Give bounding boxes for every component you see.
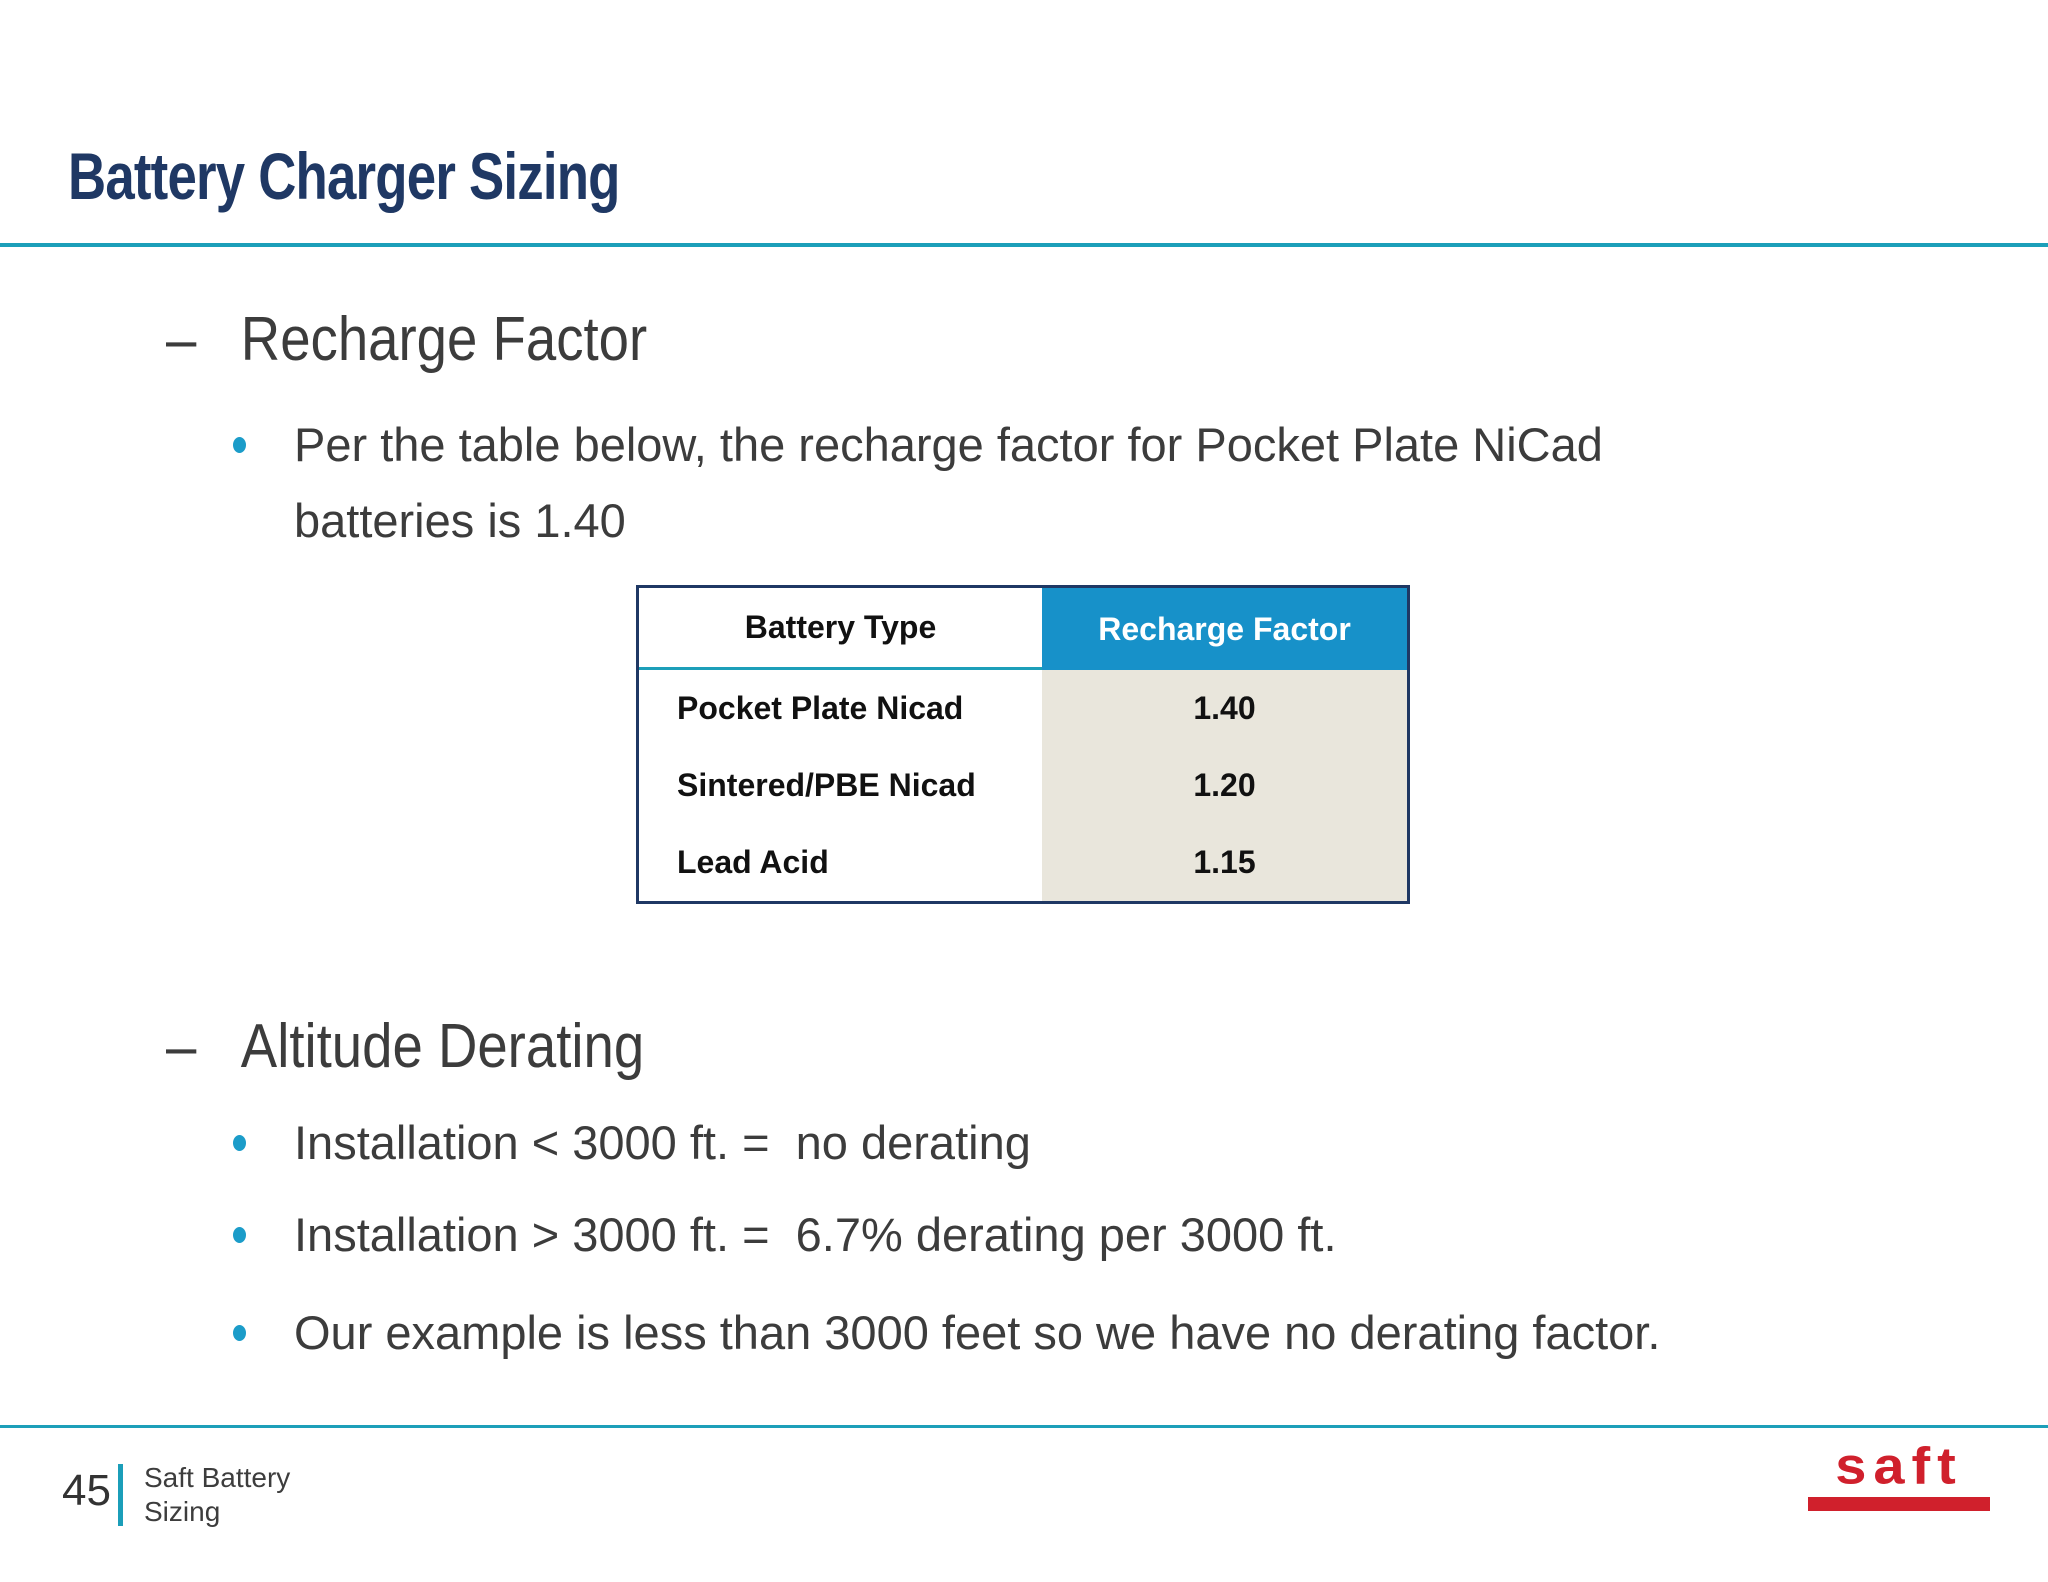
dash-bullet: – xyxy=(166,1012,197,1081)
table-row-cell-factor: 1.20 xyxy=(1042,747,1407,824)
footer-label-line2: Sizing xyxy=(144,1496,221,1527)
bullet-dot-icon xyxy=(233,1227,246,1243)
saft-logo: saft xyxy=(1808,1436,1990,1511)
recharge-factor-value: 1.40 xyxy=(1193,690,1256,726)
page-number: 45 xyxy=(62,1466,111,1515)
table-header-battery-type: Battery Type xyxy=(639,588,1042,670)
section-heading-label: Altitude Derating xyxy=(240,1012,645,1081)
battery-type-value: Lead Acid xyxy=(677,844,829,880)
bullet-text: Per the table below, the recharge factor… xyxy=(294,418,1616,547)
table-row-cell-type: Sintered/PBE Nicad xyxy=(639,747,1042,824)
table-header-label: Battery Type xyxy=(744,609,937,645)
section-heading-label: Recharge Factor xyxy=(240,305,648,374)
bullet-installation-under-3000: Installation < 3000 ft. = no derating xyxy=(233,1105,1031,1181)
table-header-label: Recharge Factor xyxy=(1098,610,1351,647)
battery-type-value: Pocket Plate Nicad xyxy=(677,690,964,726)
table-row-cell-type: Pocket Plate Nicad xyxy=(639,670,1042,747)
bullet-dot-icon xyxy=(233,1325,246,1341)
title-divider-line xyxy=(0,243,2048,247)
recharge-factor-value: 1.20 xyxy=(1193,767,1256,803)
section-heading-recharge-factor: – Recharge Factor xyxy=(166,309,647,371)
bullet-text: Our example is less than 3000 feet so we… xyxy=(294,1306,1661,1359)
table-row-cell-type: Lead Acid xyxy=(639,824,1042,901)
section-heading-altitude-derating: – Altitude Derating xyxy=(166,1016,644,1078)
footer-separator-bar xyxy=(118,1464,123,1526)
table-row-cell-factor: 1.40 xyxy=(1042,670,1407,747)
footer-divider-line xyxy=(0,1425,2048,1428)
battery-type-value: Sintered/PBE Nicad xyxy=(677,767,976,803)
table-row-cell-factor: 1.15 xyxy=(1042,824,1407,901)
bullet-example-no-derating: Our example is less than 3000 feet so we… xyxy=(233,1295,1660,1371)
recharge-factor-table: Battery Type Recharge Factor Pocket Plat… xyxy=(636,585,1410,904)
bullet-dot-icon xyxy=(233,1135,246,1151)
page-title: Battery Charger Sizing xyxy=(68,139,620,214)
saft-logo-text: saft xyxy=(1835,1436,1963,1495)
bullet-text: Installation > 3000 ft. = 6.7% derating … xyxy=(294,1208,1337,1261)
bullet-dot-icon xyxy=(233,437,246,453)
footer-label-line1: Saft Battery xyxy=(144,1462,291,1493)
recharge-factor-value: 1.15 xyxy=(1193,844,1256,880)
bullet-recharge-factor: Per the table below, the recharge factor… xyxy=(233,407,1734,559)
footer-label: Saft Battery Sizing xyxy=(144,1461,290,1529)
bullet-text: Installation < 3000 ft. = no derating xyxy=(294,1116,1031,1169)
saft-logo-underline xyxy=(1808,1497,1990,1511)
table-header-recharge-factor: Recharge Factor xyxy=(1042,588,1407,670)
dash-bullet: – xyxy=(166,305,197,374)
bullet-installation-over-3000: Installation > 3000 ft. = 6.7% derating … xyxy=(233,1197,1337,1273)
